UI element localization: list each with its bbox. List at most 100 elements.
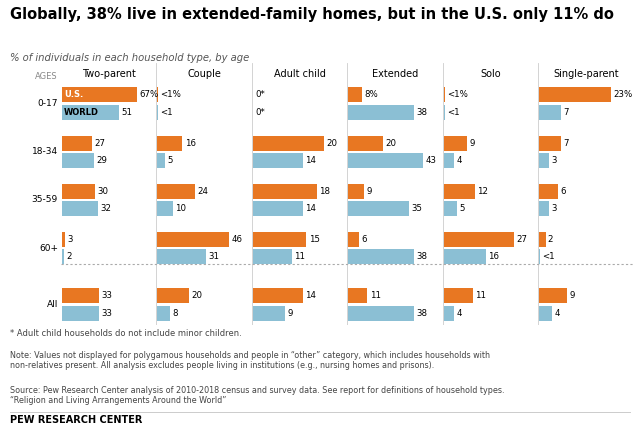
Text: Couple: Couple [187, 69, 221, 79]
Text: 67%: 67% [139, 90, 159, 99]
Text: 23%: 23% [614, 90, 633, 99]
Text: 60+: 60+ [39, 244, 58, 252]
Text: 8: 8 [172, 309, 178, 318]
Text: 2: 2 [67, 252, 72, 261]
Text: 6: 6 [561, 187, 566, 196]
Text: 0*: 0* [255, 108, 265, 117]
Bar [253, 249, 292, 264]
Bar [444, 136, 467, 151]
Text: % of individuals in each household type, by age: % of individuals in each household type,… [10, 53, 249, 63]
Text: 51: 51 [121, 108, 132, 117]
Text: 15: 15 [308, 235, 319, 244]
Text: 24: 24 [197, 187, 208, 196]
Bar [62, 288, 99, 303]
Text: 38: 38 [417, 252, 428, 261]
Text: Adult child: Adult child [273, 69, 325, 79]
Bar [62, 201, 98, 216]
Bar [444, 184, 475, 199]
Bar [444, 105, 445, 120]
Text: 27: 27 [516, 235, 527, 244]
Text: 30: 30 [98, 187, 109, 196]
Text: Extended: Extended [372, 69, 418, 79]
Text: 3: 3 [551, 156, 556, 165]
Text: U.S.: U.S. [64, 90, 83, 99]
Bar [253, 136, 324, 151]
Text: Globally, 38% live in extended-family homes, but in the U.S. only 11% do: Globally, 38% live in extended-family ho… [10, 7, 614, 21]
Bar [540, 201, 548, 216]
Text: 33: 33 [101, 309, 112, 318]
Text: 4: 4 [456, 309, 462, 318]
Bar [157, 249, 206, 264]
Bar [157, 288, 189, 303]
Bar [348, 87, 362, 102]
Text: <1: <1 [160, 108, 173, 117]
Bar [444, 288, 472, 303]
Bar [62, 136, 92, 151]
Text: Note: Values not displayed for polygamous households and people in “other” categ: Note: Values not displayed for polygamou… [10, 351, 490, 370]
Text: Two-parent: Two-parent [81, 69, 136, 79]
Bar [348, 201, 409, 216]
Text: 3: 3 [551, 204, 556, 213]
Text: 0-17: 0-17 [37, 99, 58, 108]
Bar [444, 232, 515, 247]
Bar [253, 201, 303, 216]
Bar [540, 153, 548, 168]
Text: 20: 20 [191, 291, 202, 300]
Text: 27: 27 [95, 139, 106, 147]
Text: 35-59: 35-59 [32, 195, 58, 204]
Text: 38: 38 [417, 108, 428, 117]
Text: 43: 43 [426, 156, 436, 165]
Text: 0*: 0* [255, 90, 265, 99]
Bar [348, 153, 423, 168]
Text: 9: 9 [470, 139, 475, 147]
Text: 14: 14 [305, 291, 316, 300]
Text: AGES: AGES [35, 72, 58, 82]
Text: 4: 4 [456, 156, 462, 165]
Text: <1%: <1% [447, 90, 468, 99]
Text: 18-34: 18-34 [32, 147, 58, 156]
Bar [540, 136, 561, 151]
Bar [444, 201, 457, 216]
Text: 12: 12 [477, 187, 488, 196]
Text: WORLD: WORLD [64, 108, 99, 117]
Text: 11: 11 [475, 291, 486, 300]
Bar [348, 306, 415, 321]
Bar [157, 201, 173, 216]
Bar [253, 288, 303, 303]
Bar [157, 136, 182, 151]
Bar [62, 306, 99, 321]
Text: 33: 33 [101, 291, 112, 300]
Text: <1: <1 [447, 108, 460, 117]
Text: 11: 11 [370, 291, 381, 300]
Bar [348, 184, 364, 199]
Text: <1: <1 [543, 252, 555, 261]
Bar [348, 136, 383, 151]
Text: 3: 3 [68, 235, 73, 244]
Text: 7: 7 [563, 108, 569, 117]
Text: 9: 9 [287, 309, 292, 318]
Text: 2: 2 [548, 235, 554, 244]
Bar [157, 306, 170, 321]
Text: 29: 29 [97, 156, 108, 165]
Text: PEW RESEARCH CENTER: PEW RESEARCH CENTER [10, 415, 142, 425]
Bar [444, 153, 454, 168]
Bar [157, 184, 195, 199]
Bar [62, 87, 137, 102]
Text: 16: 16 [488, 252, 499, 261]
Text: 18: 18 [319, 187, 330, 196]
Bar [62, 249, 64, 264]
Bar [253, 306, 285, 321]
Bar [540, 105, 561, 120]
Text: 20: 20 [385, 139, 396, 147]
Bar [540, 306, 552, 321]
Text: * Adult child households do not include minor children.: * Adult child households do not include … [10, 329, 241, 338]
Text: 7: 7 [563, 139, 569, 147]
Text: Solo: Solo [480, 69, 500, 79]
Bar [540, 87, 611, 102]
Text: 10: 10 [175, 204, 186, 213]
Bar [348, 288, 367, 303]
Text: 6: 6 [361, 235, 367, 244]
Text: 38: 38 [417, 309, 428, 318]
Bar [62, 153, 94, 168]
Bar [540, 232, 545, 247]
